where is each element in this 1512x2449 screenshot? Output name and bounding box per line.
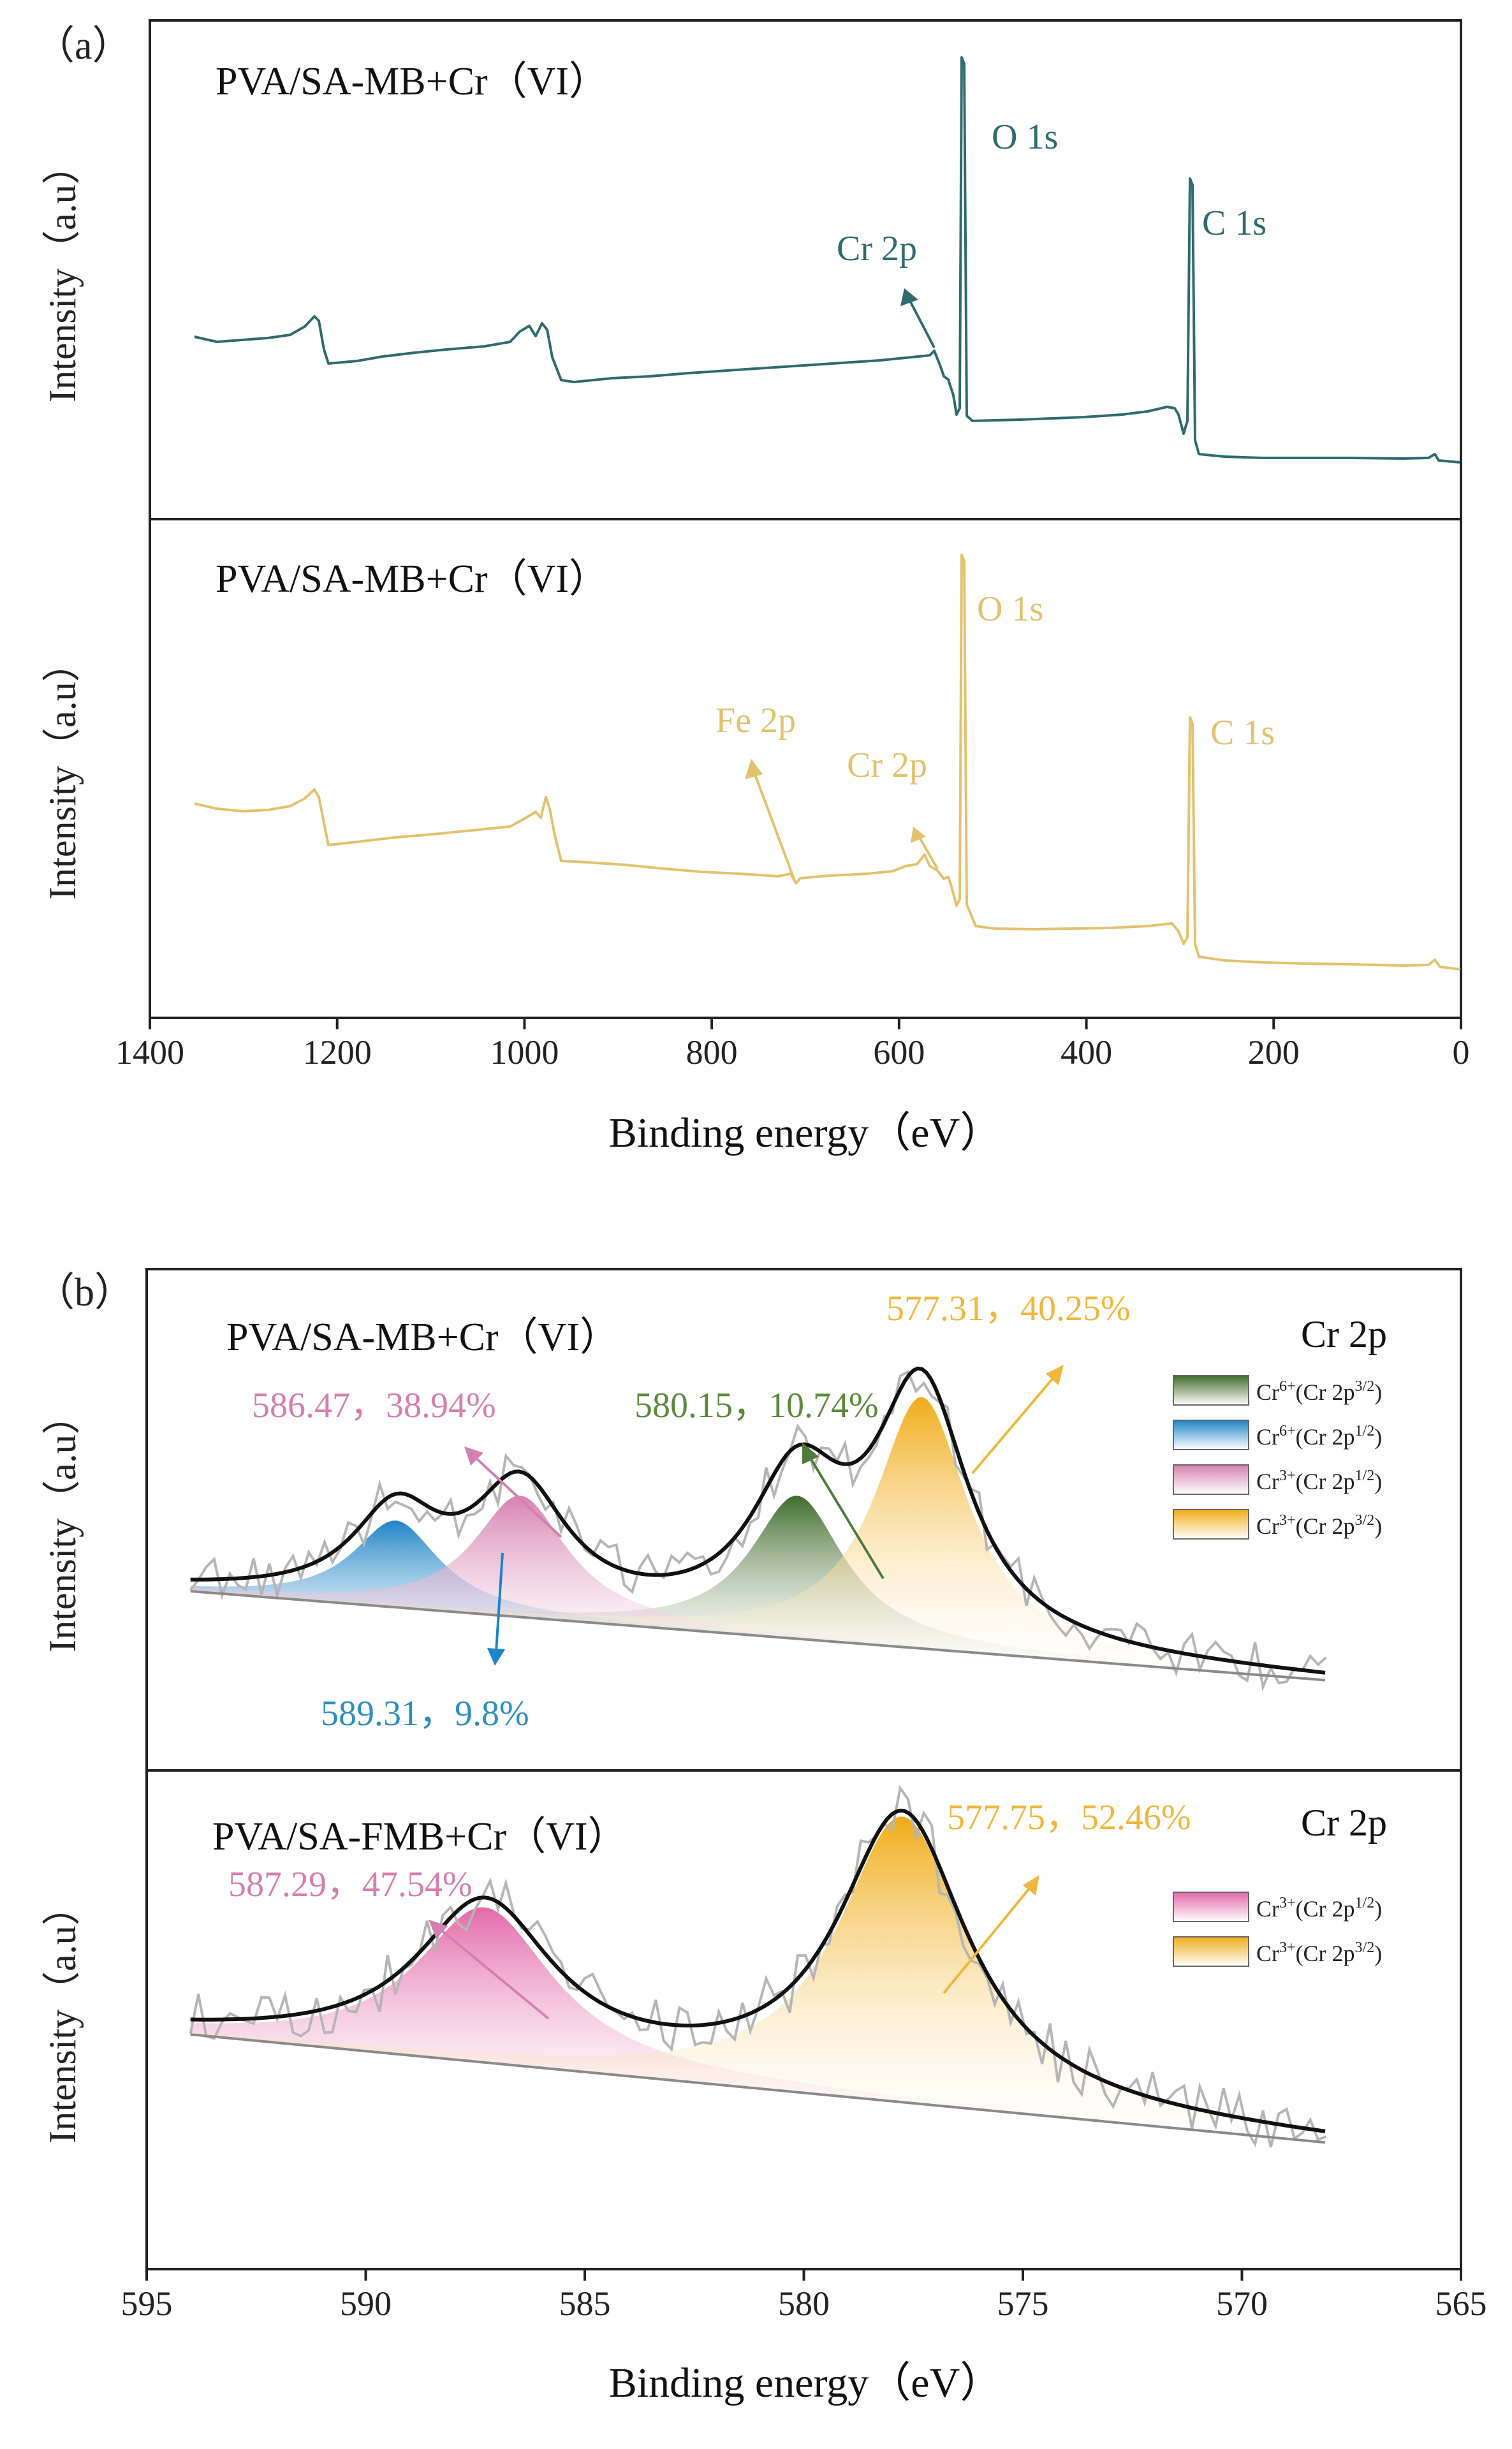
- panel-a-bottom-ylabel: Intensity（a.u）: [41, 644, 84, 900]
- peak-label-580-15: 580.15，10.74%: [635, 1386, 879, 1425]
- panel-b: （b） Intensity（a.u） Intensity（a.u） PVA/SA…: [35, 1268, 1487, 2406]
- panel-b-bottom-corner-label: Cr 2p: [1301, 1802, 1387, 1844]
- legend-swatch-2: [1173, 1464, 1249, 1495]
- arrowhead-587-29: [429, 1920, 448, 1939]
- x-tick-label-595: 595: [121, 2284, 173, 2323]
- annot-o1s-top: O 1s: [992, 117, 1058, 157]
- arrow-cr2p-top: [907, 298, 936, 348]
- envelope-fit-line: [190, 1366, 1326, 1675]
- legend-swatch-3: [1173, 1509, 1249, 1540]
- panel-b-top-corner-label: Cr 2p: [1301, 1313, 1387, 1355]
- panel-a-xlabel: Binding energy（eV）: [609, 1110, 1002, 1156]
- panel-b-top-lines: [189, 1366, 1327, 1692]
- x-tick-label-1200: 1200: [303, 1033, 372, 1071]
- arrowhead-586-47: [464, 1446, 483, 1466]
- panel-a-bottom-title: PVA/SA-MB+Cr（VI）: [216, 557, 608, 601]
- x-tick-label-0: 0: [1453, 1033, 1470, 1071]
- panel-a-top-title: PVA/SA-MB+Cr（VI）: [216, 60, 608, 103]
- legend-swatch-0: [1173, 1892, 1249, 1922]
- arrowhead-fe2p-bottom: [745, 759, 763, 779]
- annot-cr2p-top: Cr 2p: [837, 229, 917, 268]
- arrow-587-29: [439, 1928, 550, 2020]
- panel-b-xlabel: Binding energy（eV）: [609, 2360, 1002, 2406]
- panel-b-label: （b）: [35, 1271, 134, 1314]
- peak-fill-587-29: [190, 1907, 1326, 2143]
- legend-label-2: Cr3+(Cr 2p1/2): [1256, 1467, 1382, 1494]
- panel-b-top-peaks: [190, 1397, 1326, 1680]
- legend-label-1: Cr3+(Cr 2p3/2): [1256, 1939, 1382, 1966]
- arrowhead-580-15: [802, 1443, 819, 1464]
- panel-a-top-spectrum-line: [194, 56, 1461, 464]
- x-tick-label-580: 580: [778, 2284, 830, 2323]
- annot-c1s-bottom: C 1s: [1210, 713, 1275, 753]
- legend-swatch-0: [1173, 1375, 1249, 1406]
- x-tick-label-400: 400: [1061, 1033, 1112, 1071]
- peak-label-586-47: 586.47，38.94%: [252, 1386, 496, 1425]
- arrow-586-47: [474, 1456, 562, 1538]
- panel-b-bottom-ylabel: Intensity（a.u）: [41, 1887, 84, 2144]
- peak-label-577-31: 577.31，40.25%: [886, 1289, 1131, 1328]
- arrowhead-589-31: [487, 1648, 505, 1666]
- arrow-589-31: [495, 1552, 504, 1652]
- annot-fe2p-bottom: Fe 2p: [716, 701, 796, 740]
- x-tick-label-590: 590: [340, 2284, 392, 2323]
- panel-b-bottom-legend: Cr3+(Cr 2p1/2) Cr3+(Cr 2p3/2): [1173, 1892, 1382, 1967]
- panel-a-bottom-spectrum-line: [194, 554, 1461, 971]
- arrow-577-75: [943, 1886, 1031, 1994]
- legend-swatch-1: [1173, 1420, 1249, 1450]
- annot-o1s-bottom: O 1s: [977, 589, 1043, 629]
- legend-swatch-1: [1173, 1936, 1249, 1967]
- panel-a-x-axis: 1400 1200 1000 800 600 400 200 0: [115, 1018, 1470, 1071]
- peak-fill-586-47: [190, 1496, 1326, 1680]
- legend-label-3: Cr3+(Cr 2p3/2): [1256, 1512, 1382, 1539]
- x-tick-label-570: 570: [1216, 2284, 1268, 2323]
- x-tick-label-1000: 1000: [490, 1033, 559, 1071]
- panel-b-x-axis: 595 590 585 580 575 570 565: [121, 2269, 1487, 2323]
- x-tick-label-600: 600: [873, 1033, 925, 1071]
- arrowhead-577-75: [1023, 1875, 1039, 1895]
- raw-data-line: [189, 1370, 1327, 1692]
- annot-c1s-top: C 1s: [1202, 203, 1266, 243]
- panel-b-bottom-lines: [189, 1784, 1327, 2148]
- panel-a-top-ylabel: Intensity（a.u）: [41, 146, 84, 402]
- annot-cr2p-bottom: Cr 2p: [847, 746, 927, 785]
- panel-a-label: （a）: [35, 24, 132, 68]
- panel-a: （a） Intensity（a.u） Intensity（a.u） PVA/SA…: [35, 19, 1470, 1156]
- x-tick-label-200: 200: [1248, 1033, 1300, 1071]
- x-tick-label-585: 585: [559, 2284, 611, 2323]
- peak-label-589-31: 589.31，9.8%: [321, 1694, 529, 1733]
- peak-fill-577-31: [190, 1397, 1326, 1680]
- peak-fill-580-15: [190, 1496, 1326, 1680]
- arrow-fe2p-bottom: [753, 772, 795, 879]
- panel-a-bottom-frame: [149, 518, 1462, 1019]
- arrow-580-15: [809, 1456, 884, 1580]
- arrow-cr2p-bottom: [917, 835, 939, 869]
- background-line: [190, 2033, 1326, 2144]
- arrowhead-577-31: [1046, 1365, 1064, 1385]
- panel-b-top-ylabel: Intensity（a.u）: [41, 1396, 84, 1652]
- peak-label-577-75: 577.75，52.46%: [947, 1798, 1191, 1837]
- peak-label-587-29: 587.29，47.54%: [228, 1865, 473, 1904]
- envelope-fit-line: [190, 1808, 1326, 2133]
- x-tick-label-565: 565: [1435, 2284, 1487, 2323]
- arrowhead-cr2p-bottom: [911, 827, 926, 843]
- x-tick-label-575: 575: [997, 2284, 1049, 2323]
- panel-b-top-title: PVA/SA-MB+Cr（VI）: [226, 1316, 619, 1359]
- arrowhead-cr2p-top: [900, 288, 918, 306]
- arrow-577-31: [971, 1376, 1055, 1475]
- panel-b-bottom-title: PVA/SA-FMB+Cr（VI）: [212, 1815, 628, 1858]
- legend-label-0: Cr6+(Cr 2p3/2): [1256, 1378, 1382, 1405]
- x-tick-label-1400: 1400: [115, 1033, 184, 1071]
- background-line: [190, 1590, 1326, 1682]
- legend-label-1: Cr6+(Cr 2p1/2): [1256, 1423, 1382, 1450]
- panel-b-top-legend: Cr6+(Cr 2p3/2) Cr6+(Cr 2p1/2) Cr3+(Cr 2p1/…: [1173, 1375, 1382, 1540]
- x-tick-label-800: 800: [686, 1033, 738, 1071]
- legend-label-0: Cr3+(Cr 2p1/2): [1256, 1895, 1382, 1922]
